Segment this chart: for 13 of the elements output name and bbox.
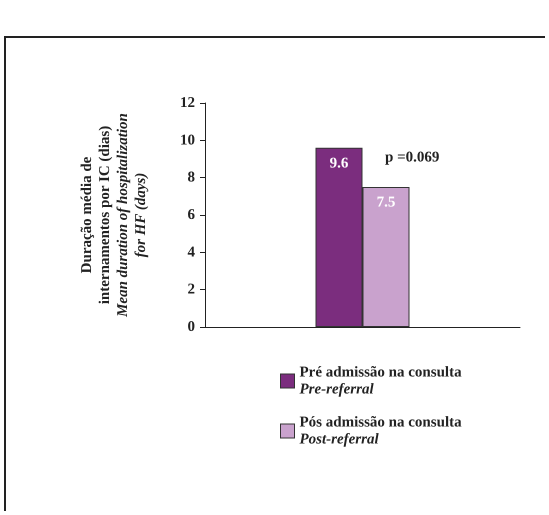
y-tick-label: 6 <box>188 207 196 223</box>
y-tick-label: 0 <box>188 319 195 335</box>
y-tick-label: 8 <box>188 170 195 186</box>
y-tick-label: 2 <box>188 282 195 298</box>
y-tick-label: 10 <box>180 132 195 148</box>
annotation: p =0.069 <box>385 150 440 166</box>
y-tick-label: 12 <box>180 95 195 111</box>
data-label: 9.6 <box>330 155 349 172</box>
y-axis-title: Duração média de internamentos por IC (dias) Mean duration of hospitalization for HF (days) <box>79 113 149 318</box>
y-tick-label: 4 <box>188 244 196 260</box>
legend-label: Pós admissão na consulta Post-referral <box>300 414 462 448</box>
legend-label: Pré admissão na consulta Pre-referral <box>300 364 462 398</box>
data-label: 7.5 <box>376 194 396 210</box>
